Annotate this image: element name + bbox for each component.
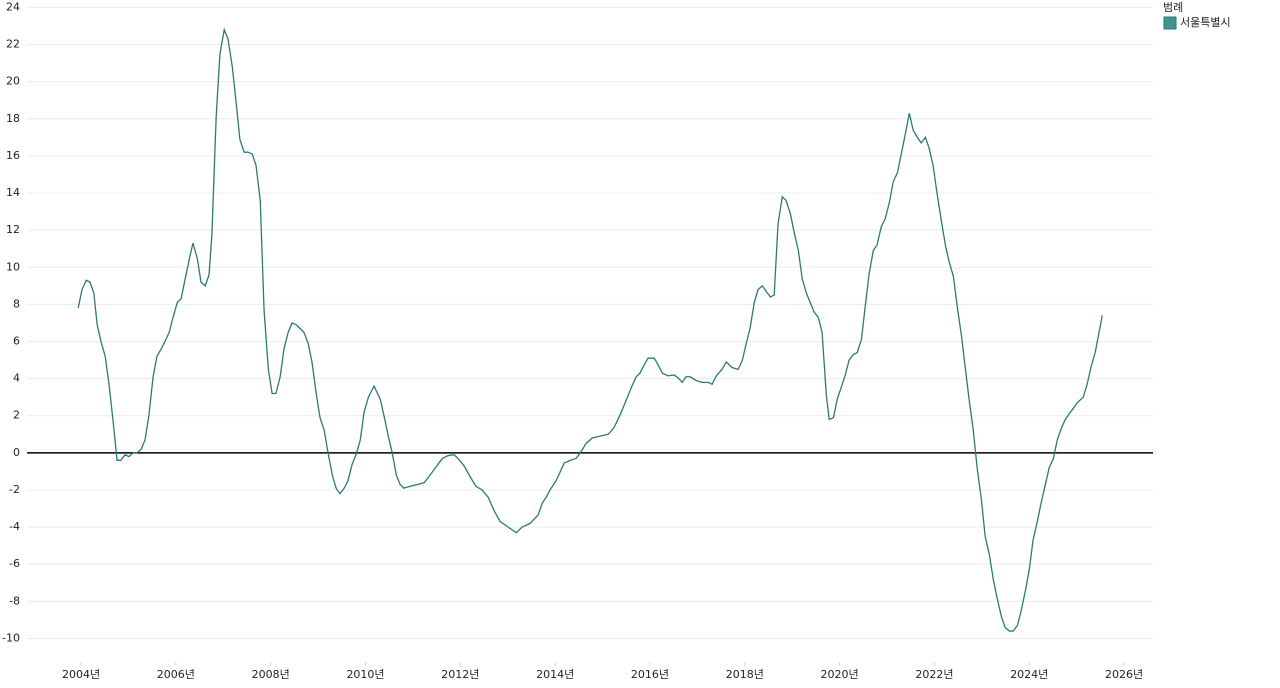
x-tick-label: 2012년 [441, 668, 479, 681]
y-tick-label: 2 [13, 409, 20, 422]
y-tick-label: 4 [13, 372, 20, 385]
y-tick-label: 6 [13, 335, 20, 348]
x-tick-label: 2010년 [346, 668, 384, 681]
y-tick-label: -10 [2, 631, 20, 644]
data-line [77, 27, 1103, 632]
x-tick-label: 2014년 [536, 668, 574, 681]
y-tick-label: 12 [6, 223, 20, 236]
y-tick-label: -4 [9, 520, 20, 533]
y-tick-label: -2 [9, 483, 20, 496]
x-tick-label: 2018년 [726, 668, 764, 681]
y-tick-label: 14 [6, 186, 20, 199]
y-tick-label: -6 [9, 557, 20, 570]
y-tick-label: 24 [6, 0, 20, 13]
x-tick-label: 2008년 [252, 668, 290, 681]
x-tick-label: 2026년 [1105, 668, 1143, 681]
y-tick-label: 18 [6, 112, 20, 125]
y-tick-label: 20 [6, 75, 20, 88]
x-tick-label: 2004년 [62, 668, 100, 681]
y-tick-label: 10 [6, 260, 20, 273]
x-tick-label: 2006년 [157, 668, 195, 681]
x-tick-label: 2016년 [631, 668, 669, 681]
y-tick-label: -8 [9, 594, 20, 607]
y-tick-label: 0 [13, 446, 20, 459]
y-tick-label: 8 [13, 297, 20, 310]
legend-swatch [1163, 16, 1177, 30]
x-tick-label: 2020년 [821, 668, 859, 681]
y-tick-label: 16 [6, 149, 20, 162]
x-tick-label: 2024년 [1010, 668, 1048, 681]
y-tick-label: 22 [6, 38, 20, 51]
legend-title: 범례 [1163, 1, 1183, 14]
x-tick-label: 2022년 [915, 668, 953, 681]
legend-label: 서울특별시 [1180, 16, 1231, 29]
